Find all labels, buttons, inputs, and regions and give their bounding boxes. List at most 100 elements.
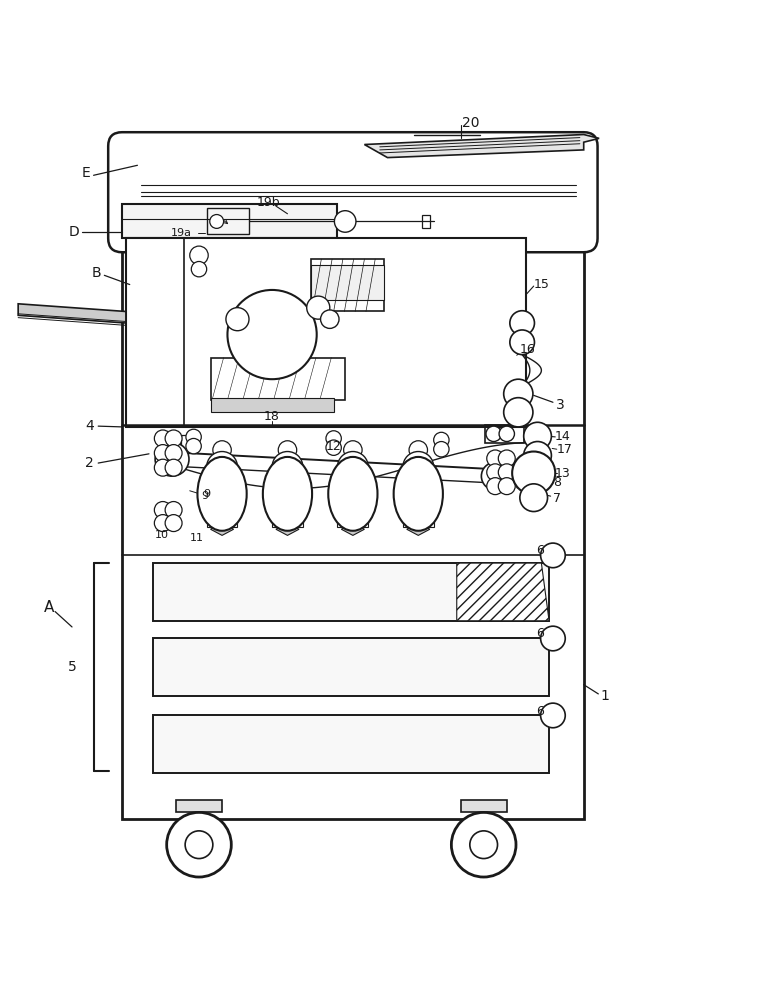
Circle shape — [165, 459, 182, 476]
Text: 18: 18 — [264, 410, 280, 423]
Text: 11: 11 — [190, 533, 204, 543]
Circle shape — [451, 812, 516, 877]
Polygon shape — [341, 523, 364, 535]
Circle shape — [213, 441, 231, 459]
Text: 17: 17 — [556, 443, 573, 456]
Text: 9: 9 — [203, 489, 210, 499]
Bar — [311, 265, 384, 300]
Circle shape — [528, 459, 548, 479]
Polygon shape — [18, 304, 126, 323]
Circle shape — [481, 462, 509, 490]
Text: 6: 6 — [536, 627, 544, 640]
Text: 5: 5 — [67, 660, 77, 674]
Circle shape — [343, 441, 362, 459]
Circle shape — [185, 831, 213, 859]
Circle shape — [541, 626, 565, 651]
Ellipse shape — [394, 457, 443, 531]
Text: A: A — [43, 600, 54, 615]
Text: 19b: 19b — [257, 196, 280, 209]
Text: 9: 9 — [202, 491, 208, 501]
Text: 6: 6 — [536, 544, 544, 557]
Bar — [403, 510, 434, 527]
Circle shape — [524, 422, 551, 450]
Circle shape — [510, 311, 535, 335]
Circle shape — [541, 543, 565, 568]
Circle shape — [504, 398, 533, 427]
Bar — [176, 800, 222, 812]
Circle shape — [498, 478, 515, 495]
Bar — [153, 639, 549, 696]
Text: 14: 14 — [555, 430, 571, 443]
Text: 16: 16 — [520, 343, 536, 356]
Text: 15: 15 — [533, 278, 549, 291]
Circle shape — [191, 261, 207, 277]
Circle shape — [307, 296, 330, 319]
Bar — [211, 358, 345, 400]
Circle shape — [337, 452, 368, 482]
Text: 10: 10 — [155, 530, 169, 540]
Circle shape — [154, 459, 171, 476]
Bar — [122, 204, 337, 238]
Circle shape — [487, 450, 504, 467]
Circle shape — [165, 445, 182, 462]
Circle shape — [165, 502, 182, 518]
Text: B: B — [91, 266, 102, 280]
Bar — [153, 715, 549, 773]
Circle shape — [541, 703, 565, 728]
Circle shape — [434, 442, 449, 457]
Circle shape — [154, 502, 171, 518]
Ellipse shape — [198, 457, 246, 531]
Bar — [126, 238, 526, 427]
Bar — [211, 398, 334, 412]
Text: 20: 20 — [462, 116, 480, 130]
Text: 7: 7 — [553, 492, 561, 505]
Circle shape — [278, 441, 297, 459]
Text: 19a: 19a — [170, 228, 191, 238]
Bar — [311, 259, 384, 311]
Bar — [207, 208, 249, 234]
Bar — [207, 510, 237, 527]
Circle shape — [190, 246, 208, 265]
Bar — [337, 510, 368, 527]
Ellipse shape — [329, 457, 377, 531]
Circle shape — [165, 515, 182, 532]
Text: E: E — [81, 166, 90, 180]
Circle shape — [326, 440, 341, 455]
Circle shape — [210, 215, 224, 228]
Circle shape — [499, 426, 515, 442]
Bar — [272, 510, 303, 527]
Polygon shape — [407, 523, 430, 535]
Circle shape — [498, 464, 515, 481]
Circle shape — [470, 831, 498, 859]
Bar — [460, 800, 507, 812]
Circle shape — [520, 484, 548, 512]
Text: 2: 2 — [85, 456, 94, 470]
Circle shape — [186, 429, 202, 445]
Circle shape — [487, 464, 504, 481]
Circle shape — [486, 426, 501, 442]
Circle shape — [321, 310, 339, 328]
Text: 4: 4 — [85, 419, 94, 433]
Circle shape — [207, 452, 237, 482]
Circle shape — [165, 430, 182, 447]
Circle shape — [154, 515, 171, 532]
Circle shape — [186, 438, 202, 454]
Ellipse shape — [263, 457, 312, 531]
Polygon shape — [211, 523, 233, 535]
Polygon shape — [276, 523, 299, 535]
Text: 8: 8 — [553, 476, 561, 489]
Circle shape — [155, 442, 189, 476]
Circle shape — [167, 812, 231, 877]
Circle shape — [504, 379, 533, 408]
Circle shape — [512, 452, 555, 495]
Bar — [122, 146, 584, 819]
Circle shape — [409, 441, 428, 459]
Text: 13: 13 — [555, 467, 571, 480]
Text: 1: 1 — [600, 689, 609, 703]
Circle shape — [487, 478, 504, 495]
Bar — [181, 435, 197, 452]
Text: 12: 12 — [326, 440, 342, 453]
Circle shape — [226, 308, 249, 331]
Circle shape — [510, 330, 535, 355]
Circle shape — [227, 290, 317, 379]
